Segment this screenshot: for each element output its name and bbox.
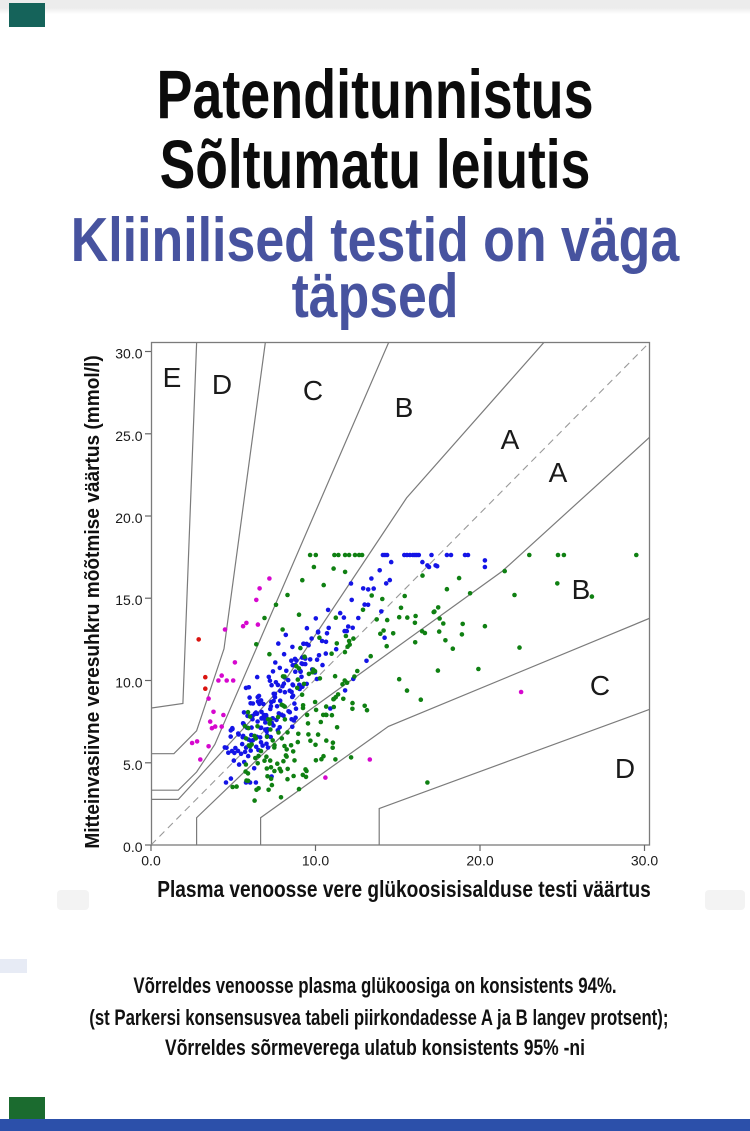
svg-text:30.0: 30.0 (115, 346, 142, 362)
svg-text:C: C (590, 670, 610, 701)
svg-text:B: B (395, 392, 414, 423)
svg-text:30.0: 30.0 (631, 853, 658, 869)
svg-text:10.0: 10.0 (115, 675, 142, 691)
svg-text:E: E (163, 362, 182, 393)
svg-text:D: D (615, 753, 635, 784)
svg-text:0.0: 0.0 (141, 853, 161, 869)
svg-text:15.0: 15.0 (115, 592, 142, 608)
svg-text:10.0: 10.0 (302, 853, 329, 869)
svg-text:A: A (549, 457, 568, 488)
svg-text:0.0: 0.0 (123, 839, 143, 855)
svg-text:B: B (572, 574, 591, 605)
svg-text:20.0: 20.0 (466, 853, 493, 869)
svg-text:Plasma venoosse vere glükoosis: Plasma venoosse vere glükoosisisalduse t… (157, 877, 651, 902)
svg-text:D: D (212, 369, 232, 400)
svg-text:Mitteinvasiivne veresuhkru mõõ: Mitteinvasiivne veresuhkru mõõtmise väär… (82, 355, 105, 848)
svg-text:A: A (501, 424, 520, 455)
svg-text:25.0: 25.0 (115, 428, 142, 444)
svg-text:20.0: 20.0 (115, 510, 142, 526)
svg-text:C: C (303, 375, 323, 406)
svg-text:5.0: 5.0 (123, 757, 143, 773)
